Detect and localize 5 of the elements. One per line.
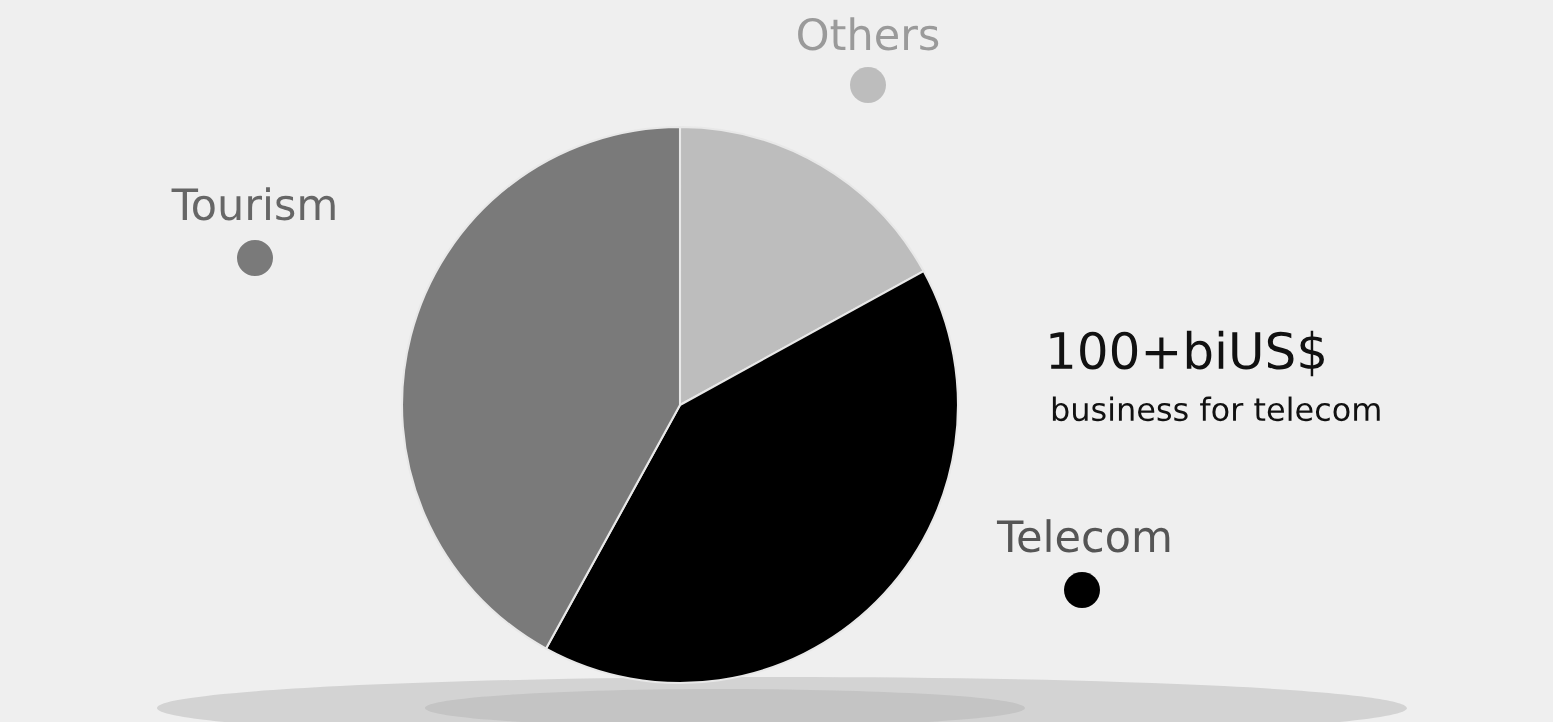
- text: 100+biUS$: [1050, 330, 1324, 377]
- slice-label: Telecom: [996, 519, 1170, 553]
- slice-label: Others: [798, 17, 939, 51]
- slice-label: Tourism: [171, 187, 335, 221]
- text: business for telecom: [1052, 396, 1380, 422]
